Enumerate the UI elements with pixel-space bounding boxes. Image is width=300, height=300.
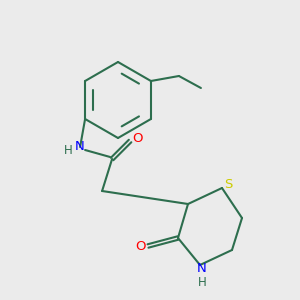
Text: S: S	[224, 178, 232, 191]
Text: O: O	[135, 239, 145, 253]
Text: O: O	[132, 133, 142, 146]
Text: H: H	[64, 145, 73, 158]
Text: N: N	[75, 140, 85, 154]
Text: H: H	[198, 277, 206, 290]
Text: N: N	[197, 262, 207, 275]
